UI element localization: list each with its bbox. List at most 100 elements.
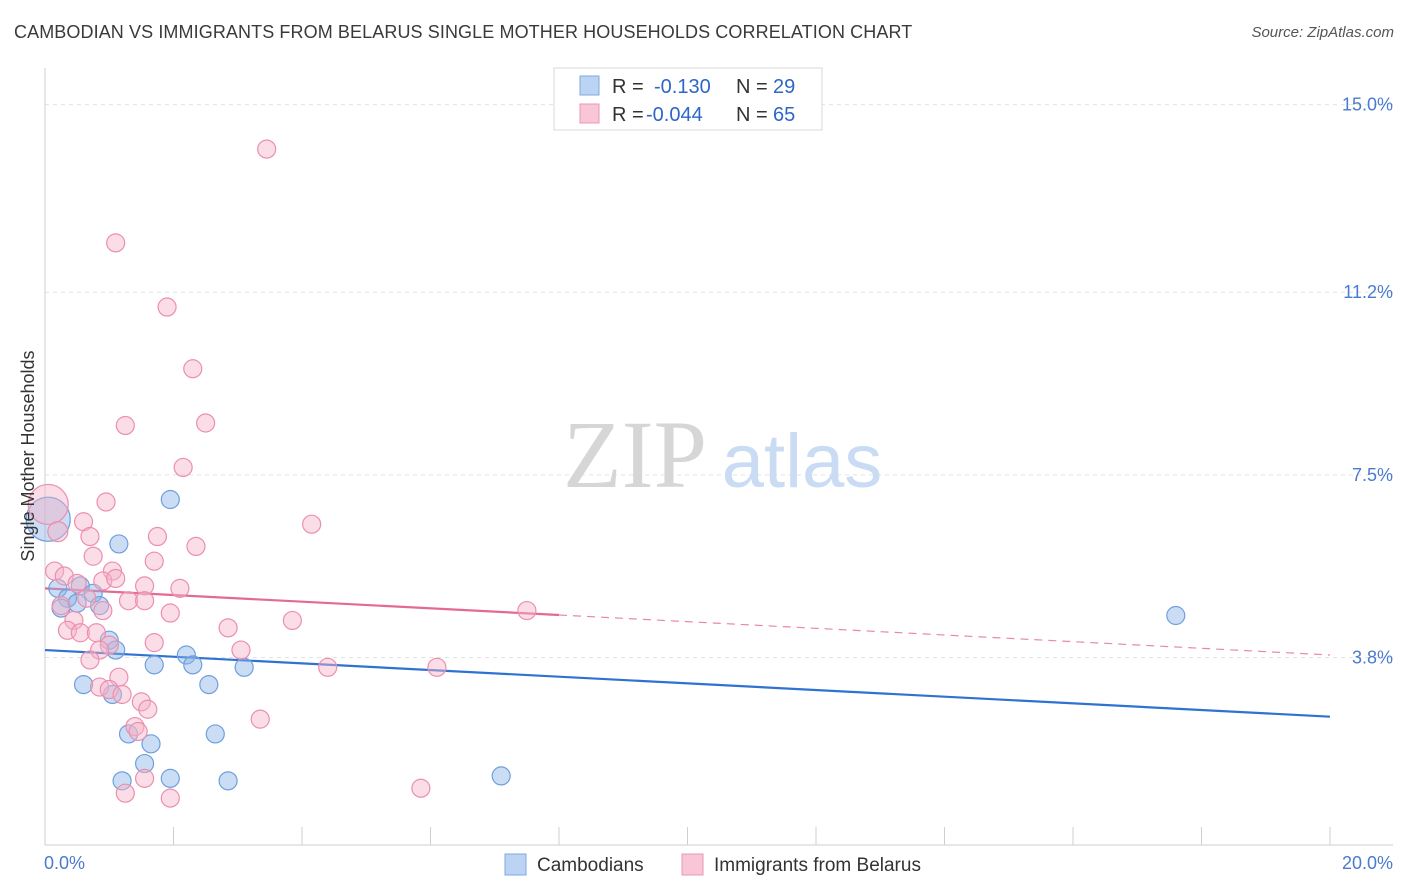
belarus-point-37 [80, 650, 100, 670]
cambodians-trend-line [44, 648, 1331, 718]
cambodians-point-24 [160, 768, 180, 788]
belarus-point-12 [83, 546, 103, 566]
belarus-point-18 [106, 233, 126, 253]
belarus-point-4 [67, 573, 87, 594]
watermark-zip: ZIP [563, 401, 707, 508]
belarus-point-53 [134, 768, 155, 788]
axes [44, 68, 1393, 846]
data-points [25, 139, 1186, 808]
belarus-trend-line-extension [558, 614, 1331, 656]
belarus-point-0 [27, 483, 69, 526]
belarus-point-52 [427, 657, 447, 677]
belarus-point-9 [70, 623, 90, 643]
belarus-point-39 [218, 618, 238, 638]
cambodians-point-26 [491, 766, 511, 786]
belarus-point-51 [318, 657, 338, 677]
watermark: ZIP atlas [563, 401, 882, 508]
legend-n-value-1: 29 [773, 76, 795, 98]
belarus-point-2 [45, 561, 65, 581]
belarus-point-28 [134, 576, 155, 596]
cambodians-point-11 [106, 640, 126, 660]
legend-n-label-1: N = [736, 76, 768, 98]
legend-r-value-1: -0.130 [654, 76, 711, 98]
belarus-point-46 [131, 692, 151, 712]
y-tick-label-3: 15.0% [1342, 95, 1393, 115]
belarus-point-29 [170, 578, 190, 598]
cambodians-point-27 [1166, 605, 1186, 626]
belarus-point-44 [99, 679, 119, 700]
belarus-point-1 [47, 520, 69, 543]
legend-r-label-2: R = [612, 104, 644, 126]
chart-title: CAMBODIAN VS IMMIGRANTS FROM BELARUS SIN… [14, 22, 913, 42]
cambodians-point-23 [112, 771, 132, 791]
legend-r-label-1: R = [612, 76, 644, 98]
belarus-point-56 [411, 778, 431, 798]
belarus-point-27 [302, 514, 322, 534]
series-legend-label-cambodians[interactable]: Cambodians [537, 855, 644, 876]
belarus-point-57 [517, 600, 537, 621]
x-tick-labels: 0.0% 20.0% [44, 853, 1393, 873]
belarus-point-48 [250, 709, 270, 729]
belarus-point-30 [118, 591, 139, 611]
belarus-point-7 [64, 610, 84, 631]
series-legend-swatch-cambodians[interactable] [504, 853, 527, 876]
belarus-point-20 [183, 359, 203, 379]
belarus-point-19 [157, 297, 177, 317]
gridlines [45, 104, 1393, 658]
cambodians-point-15 [176, 645, 196, 665]
y-tick-label-2: 11.2% [1343, 282, 1393, 302]
belarus-point-54 [115, 783, 135, 803]
y-tick-labels: 3.8% 7.5% 11.2% 15.0% [1342, 95, 1393, 668]
watermark-atlas: atlas [722, 419, 883, 504]
cambodians-point-21 [205, 724, 225, 744]
belarus-point-55 [160, 788, 180, 808]
belarus-point-26 [257, 139, 277, 159]
legend-n-value-2: 65 [773, 104, 795, 126]
belarus-point-45 [112, 684, 132, 705]
cambodians-point-2 [57, 588, 78, 608]
trend-lines [44, 587, 1331, 718]
belarus-point-40 [231, 640, 251, 660]
legend-r-value-2: -0.044 [646, 104, 703, 126]
belarus-point-6 [51, 596, 71, 616]
legend-swatch-cambodians [579, 75, 600, 96]
belarus-point-5 [77, 588, 97, 608]
belarus-point-32 [160, 603, 180, 623]
series-legend-label-belarus[interactable]: Immigrants from Belarus [714, 855, 921, 876]
cambodians-point-8 [109, 534, 129, 554]
cambodians-point-9 [160, 489, 180, 510]
belarus-point-13 [96, 492, 116, 512]
y-axis-title: Single Mother Households [18, 350, 38, 561]
belarus-point-21 [196, 413, 216, 433]
belarus-point-38 [144, 633, 164, 653]
belarus-trend-line [44, 587, 560, 617]
legend-swatch-belarus [579, 103, 600, 124]
belarus-point-41 [282, 610, 302, 631]
cambodians-point-22 [134, 753, 155, 774]
belarus-point-22 [173, 457, 193, 478]
cambodians-point-16 [183, 655, 203, 675]
y-tick-label-0: 3.8% [1352, 647, 1393, 667]
belarus-point-24 [186, 536, 206, 557]
belarus-point-23 [147, 526, 168, 547]
cambodians-point-18 [199, 674, 219, 695]
belarus-point-17 [115, 415, 135, 436]
belarus-point-16 [106, 568, 126, 589]
cambodians-point-0 [25, 496, 71, 542]
belarus-point-47 [138, 699, 158, 719]
x-tick-label-1: 20.0% [1342, 853, 1393, 873]
belarus-point-31 [134, 591, 155, 611]
belarus-point-33 [93, 600, 113, 621]
series-legend: Cambodians Immigrants from Belarus [504, 853, 921, 876]
belarus-point-11 [80, 526, 100, 547]
cambodians-point-17 [234, 657, 254, 677]
y-tick-label-1: 7.5% [1352, 465, 1393, 485]
series-legend-swatch-belarus[interactable] [681, 853, 704, 876]
cambodians-point-25 [218, 771, 238, 791]
belarus-point-25 [144, 551, 164, 571]
source-credit: Source: ZipAtlas.com [1251, 24, 1394, 41]
cambodians-point-12 [73, 674, 94, 695]
stats-legend: R = -0.130 N = 29 R = -0.044 N = 65 [553, 67, 823, 131]
belarus-point-36 [90, 640, 110, 660]
